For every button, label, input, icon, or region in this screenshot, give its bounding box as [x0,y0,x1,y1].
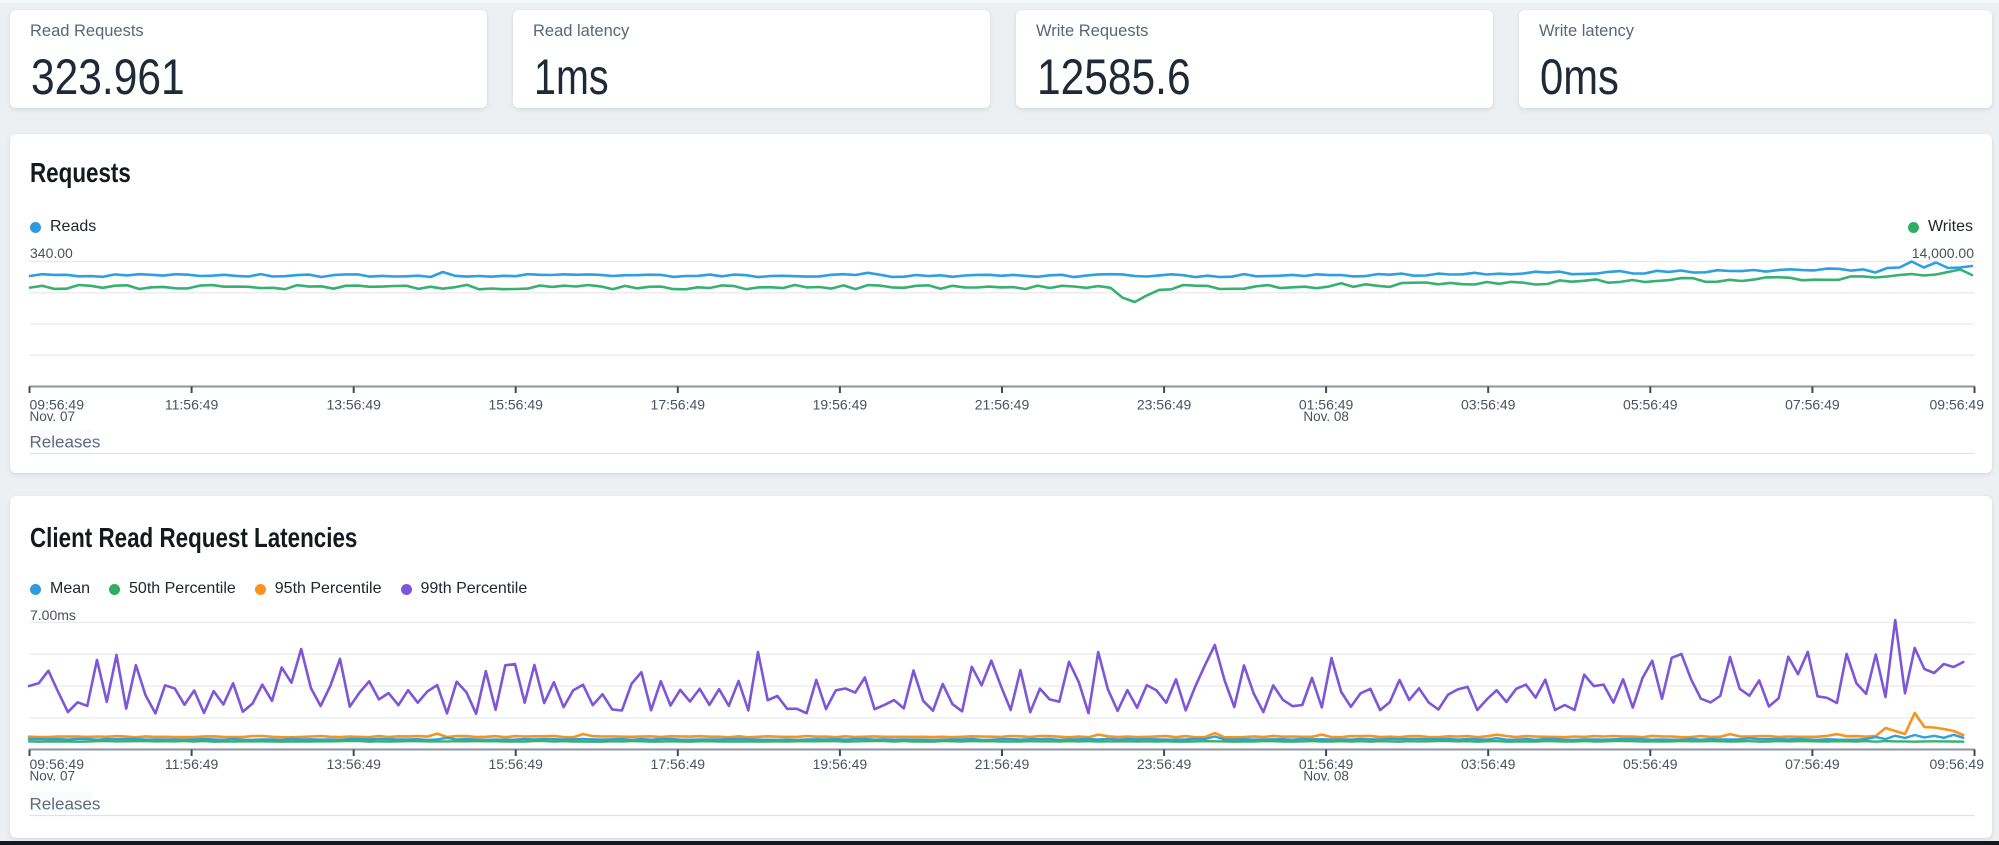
svg-text:11:56:49: 11:56:49 [165,756,219,772]
svg-text:23:56:49: 23:56:49 [1137,397,1192,413]
svg-text:01:56:49: 01:56:49 [1299,397,1354,413]
svg-text:Releases: Releases [30,433,101,452]
svg-text:09:56:49: 09:56:49 [1930,397,1985,413]
svg-text:09:56:49: 09:56:49 [30,397,85,413]
svg-text:17:56:49: 17:56:49 [651,397,706,413]
svg-text:21:56:49: 21:56:49 [975,756,1030,772]
svg-text:Nov. 07: Nov. 07 [30,769,76,784]
svg-text:19:56:49: 19:56:49 [813,756,868,772]
svg-text:13:56:49: 13:56:49 [326,756,381,772]
svg-text:15:56:49: 15:56:49 [488,756,543,772]
svg-text:21:56:49: 21:56:49 [975,397,1030,413]
svg-text:Nov. 08: Nov. 08 [1303,409,1349,424]
svg-text:05:56:49: 05:56:49 [1623,756,1678,772]
svg-text:Nov. 08: Nov. 08 [1303,769,1349,784]
svg-text:03:56:49: 03:56:49 [1461,756,1516,772]
svg-text:03:56:49: 03:56:49 [1461,397,1516,413]
svg-text:Releases: Releases [30,795,101,814]
svg-text:15:56:49: 15:56:49 [488,397,543,413]
svg-text:07:56:49: 07:56:49 [1785,756,1840,772]
svg-text:05:56:49: 05:56:49 [1623,397,1678,413]
svg-text:09:56:49: 09:56:49 [30,756,85,772]
svg-text:01:56:49: 01:56:49 [1299,756,1354,772]
svg-text:09:56:49: 09:56:49 [1930,756,1985,772]
svg-text:Nov. 07: Nov. 07 [30,409,76,424]
svg-text:07:56:49: 07:56:49 [1785,397,1840,413]
svg-text:13:56:49: 13:56:49 [326,397,381,413]
svg-text:11:56:49: 11:56:49 [165,397,219,413]
svg-text:17:56:49: 17:56:49 [651,756,706,772]
svg-text:19:56:49: 19:56:49 [813,397,868,413]
svg-text:23:56:49: 23:56:49 [1137,756,1192,772]
